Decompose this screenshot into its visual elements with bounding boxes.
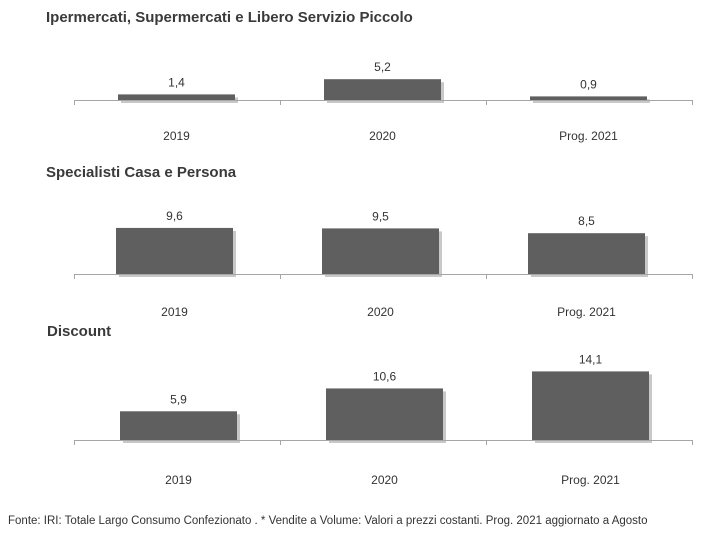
data-label: 14,1 (579, 352, 603, 366)
data-label: 8,5 (578, 214, 595, 228)
bar (528, 233, 645, 274)
category-label: 2020 (369, 129, 396, 143)
category-label: 2020 (367, 305, 394, 319)
category-label: Prog. 2021 (559, 129, 618, 143)
bar (326, 388, 443, 440)
data-label: 5,2 (374, 60, 391, 74)
bar-chart-2: 9,6 2019 9,5 2020 8,5 Prog. 2021 (74, 209, 693, 319)
source-footnote: Fonte: IRI: Totale Largo Consumo Confezi… (8, 515, 648, 527)
data-label: 1,4 (168, 75, 185, 89)
data-label: 10,6 (373, 369, 397, 383)
bar-shadow (533, 99, 650, 103)
bar (532, 371, 649, 440)
data-label: 9,6 (166, 209, 183, 223)
bar (120, 411, 237, 440)
category-label: 2019 (163, 129, 190, 143)
bar-chart-3: 5,9 2019 10,6 2020 14,1 Prog. 2021 (74, 352, 693, 487)
bar (530, 96, 647, 100)
chart-title: Discount (47, 323, 112, 340)
category-label: 2019 (161, 305, 188, 319)
data-label: 9,5 (372, 209, 389, 223)
category-label: 2019 (165, 473, 192, 487)
chart-title: Specialisti Casa e Persona (46, 164, 237, 181)
bar (322, 228, 439, 274)
category-label: Prog. 2021 (557, 305, 616, 319)
bar-chart-1: 1,4 2019 5,2 2020 0,9 Prog. 2021 (74, 60, 693, 143)
bar (324, 79, 441, 100)
category-label: 2020 (371, 473, 398, 487)
chart-title: Ipermercati, Supermercati e Libero Servi… (46, 9, 413, 26)
bar (118, 94, 235, 100)
category-label: Prog. 2021 (561, 473, 620, 487)
bar (116, 227, 233, 274)
data-label: 0,9 (580, 77, 597, 91)
data-label: 5,9 (170, 392, 187, 406)
